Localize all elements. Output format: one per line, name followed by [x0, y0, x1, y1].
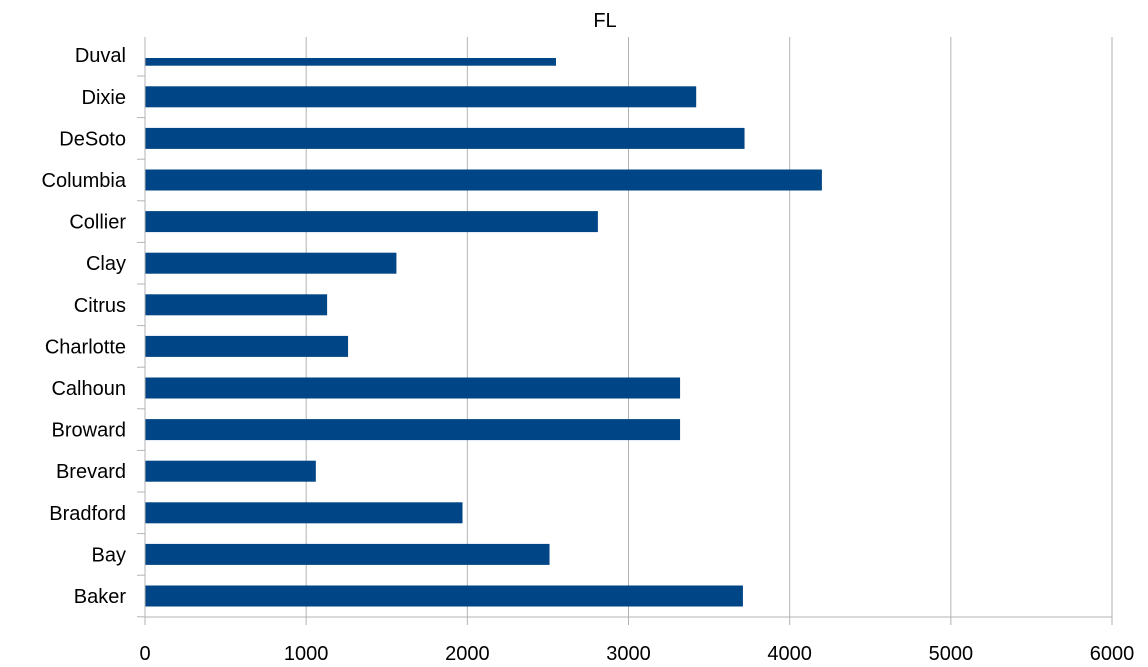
category-label: Collier — [69, 212, 126, 234]
bar-dixie — [145, 86, 697, 108]
bar-clay — [145, 252, 397, 274]
x-tick-label: 6000 — [1090, 643, 1135, 665]
bar-bradford — [145, 502, 463, 524]
x-tick-label: 5000 — [929, 643, 974, 665]
bar-broward — [145, 419, 681, 441]
bar-desoto — [145, 127, 745, 149]
category-label: Duval — [75, 45, 126, 67]
category-label: DeSoto — [59, 128, 126, 150]
x-tick-label: 2000 — [445, 643, 490, 665]
bar-citrus — [145, 294, 328, 316]
category-label: Baker — [74, 586, 127, 608]
category-label: Charlotte — [45, 336, 126, 358]
bar-calhoun — [145, 377, 681, 399]
category-label: Dixie — [82, 87, 126, 109]
bar-brevard — [145, 460, 316, 482]
bar-columbia — [145, 169, 822, 191]
bar-duval — [145, 58, 556, 66]
chart-title: FL — [593, 10, 617, 32]
bar-charlotte — [145, 335, 349, 357]
bar-baker — [145, 585, 743, 607]
bar-bay — [145, 543, 550, 565]
category-label: Bay — [92, 544, 126, 566]
category-label: Calhoun — [51, 378, 126, 400]
category-label: Clay — [86, 253, 126, 275]
x-tick-label: 4000 — [767, 643, 812, 665]
category-label: Brevard — [56, 461, 126, 483]
category-label: Columbia — [42, 170, 127, 192]
x-tick-label: 0 — [139, 643, 150, 665]
category-label: Broward — [52, 420, 126, 442]
x-tick-label: 3000 — [606, 643, 651, 665]
x-tick-label: 1000 — [284, 643, 329, 665]
bar-collier — [145, 211, 598, 233]
category-label: Bradford — [49, 503, 126, 525]
category-label: Citrus — [74, 295, 126, 317]
